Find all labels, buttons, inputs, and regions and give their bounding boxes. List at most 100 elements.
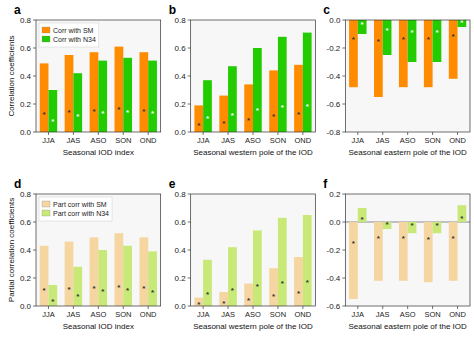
bar bbox=[203, 80, 212, 132]
significance-star: * bbox=[256, 282, 260, 291]
significance-star: * bbox=[197, 121, 201, 130]
y-tick bbox=[342, 132, 345, 133]
legend-label: Corr with SM bbox=[53, 27, 94, 34]
x-tick-label: SON bbox=[424, 310, 440, 319]
x-tick-label: ASO bbox=[245, 136, 261, 145]
legend: Part corr with SMPart corr with N34 bbox=[39, 197, 112, 221]
x-tick-label: OND bbox=[140, 310, 157, 319]
x-tick bbox=[98, 132, 99, 135]
bar bbox=[433, 20, 442, 62]
significance-star: * bbox=[101, 287, 105, 296]
significance-star: * bbox=[117, 283, 121, 292]
significance-star: * bbox=[67, 108, 71, 117]
bar bbox=[40, 246, 49, 306]
y-tick bbox=[188, 222, 191, 223]
bar bbox=[98, 61, 107, 132]
significance-star: * bbox=[272, 292, 276, 301]
y-tick-label: -0.2 bbox=[327, 246, 341, 255]
x-tick-label: JAS bbox=[376, 136, 390, 145]
legend-swatch bbox=[42, 210, 50, 216]
x-tick-label: SON bbox=[115, 136, 131, 145]
panel: **********0.00.20.40.60.8JJAJASASOSONOND… bbox=[7, 177, 161, 331]
y-tick-label: 0.0 bbox=[20, 302, 32, 311]
legend-box bbox=[39, 23, 99, 47]
bar bbox=[269, 70, 278, 132]
legend-swatch bbox=[42, 36, 50, 42]
x-tick-label: OND bbox=[295, 310, 312, 319]
significance-star: * bbox=[306, 278, 310, 287]
significance-star: * bbox=[51, 297, 55, 306]
significance-star: * bbox=[43, 286, 47, 295]
x-tick bbox=[123, 132, 124, 135]
y-tick-label: 0.0 bbox=[20, 128, 32, 137]
x-tick bbox=[48, 306, 49, 309]
significance-star: * bbox=[435, 221, 439, 230]
y-tick-label: -0.8 bbox=[327, 128, 341, 137]
bar bbox=[408, 20, 417, 62]
y-tick-label: 0.2 bbox=[175, 274, 187, 283]
bar bbox=[40, 63, 49, 132]
y-tick-label: 0.2 bbox=[175, 100, 187, 109]
x-tick-label: JJA bbox=[42, 310, 55, 319]
x-tick bbox=[98, 306, 99, 309]
y-tick bbox=[188, 132, 191, 133]
significance-star: * bbox=[427, 35, 431, 44]
bar bbox=[374, 20, 383, 97]
legend-label: Part corr with SM bbox=[53, 201, 107, 208]
x-tick bbox=[357, 132, 358, 135]
significance-star: * bbox=[460, 18, 464, 27]
bar bbox=[148, 251, 157, 306]
significance-star: * bbox=[377, 37, 381, 46]
bar bbox=[244, 284, 253, 306]
bar bbox=[278, 37, 287, 132]
bar bbox=[408, 222, 417, 233]
y-tick bbox=[188, 48, 191, 49]
y-tick bbox=[188, 278, 191, 279]
x-tick-label: ASO bbox=[90, 310, 106, 319]
y-tick bbox=[33, 132, 36, 133]
y-tick bbox=[33, 48, 36, 49]
x-tick-label: ASO bbox=[400, 310, 416, 319]
significance-star: * bbox=[361, 215, 365, 224]
y-tick bbox=[342, 278, 345, 279]
y-tick-label: 0.8 bbox=[20, 190, 32, 199]
bar bbox=[115, 233, 124, 306]
significance-star: * bbox=[51, 117, 55, 126]
plot-area bbox=[191, 20, 316, 132]
y-tick-label: 0.4 bbox=[175, 72, 187, 81]
y-tick bbox=[342, 222, 345, 223]
x-tick-label: JJA bbox=[352, 310, 365, 319]
x-tick-label: JJA bbox=[197, 136, 210, 145]
y-tick-label: -0.4 bbox=[327, 274, 341, 283]
y-tick-label: -0.4 bbox=[327, 72, 341, 81]
bar bbox=[139, 237, 148, 306]
panel-label: e bbox=[169, 177, 176, 191]
y-tick bbox=[33, 76, 36, 77]
bar bbox=[433, 222, 442, 233]
significance-star: * bbox=[460, 214, 464, 223]
significance-star: * bbox=[92, 284, 96, 293]
x-tick-label: SON bbox=[115, 310, 131, 319]
bar bbox=[303, 33, 312, 132]
bar bbox=[424, 20, 433, 87]
bar bbox=[90, 52, 99, 132]
x-tick bbox=[148, 132, 149, 135]
significance-star: * bbox=[427, 235, 431, 244]
x-tick bbox=[432, 132, 433, 135]
y-tick bbox=[33, 306, 36, 307]
y-tick-label: 0.6 bbox=[175, 218, 187, 227]
bar bbox=[148, 61, 157, 132]
legend-swatch bbox=[42, 201, 50, 207]
y-tick-label: 0.6 bbox=[175, 44, 187, 53]
x-tick bbox=[48, 132, 49, 135]
frame bbox=[36, 20, 161, 132]
bar bbox=[253, 48, 262, 132]
y-tick-label: -0.2 bbox=[327, 44, 341, 53]
x-tick bbox=[432, 306, 433, 309]
x-tick bbox=[382, 132, 383, 135]
significance-star: * bbox=[67, 285, 71, 294]
y-tick bbox=[342, 20, 345, 21]
x-tick bbox=[253, 132, 254, 135]
y-tick bbox=[33, 20, 36, 21]
x-axis-label: Seasonal IOD index bbox=[63, 322, 134, 331]
